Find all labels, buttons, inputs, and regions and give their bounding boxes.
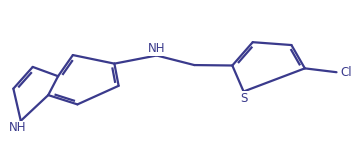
- Text: Cl: Cl: [341, 66, 352, 79]
- Text: NH: NH: [148, 42, 165, 55]
- Text: NH: NH: [8, 122, 26, 134]
- Text: S: S: [240, 92, 247, 105]
